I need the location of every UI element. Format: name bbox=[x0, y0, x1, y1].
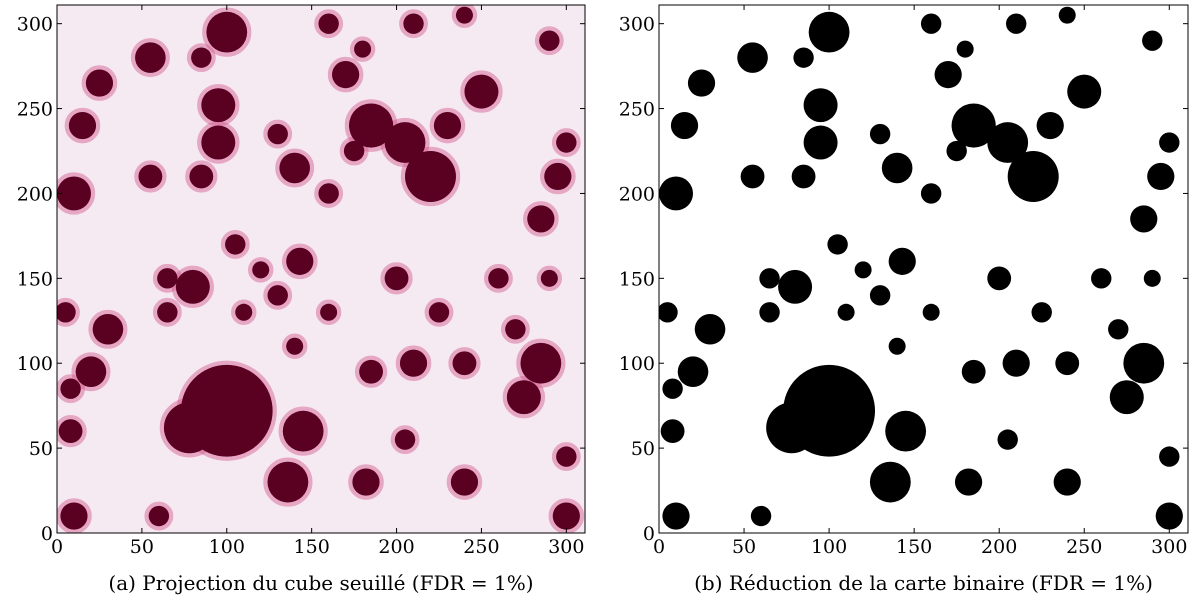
caption: (b) Réduction de la carte binaire (FDR =… bbox=[694, 571, 1153, 595]
y-tick-label: 150 bbox=[17, 268, 53, 290]
y-tick-label: 100 bbox=[17, 353, 53, 375]
y-tick-label: 250 bbox=[619, 99, 655, 121]
x-tick-label: 100 bbox=[209, 536, 245, 558]
x-tick-label: 100 bbox=[811, 536, 847, 558]
y-tick-label: 0 bbox=[643, 523, 655, 545]
y-tick-label: 150 bbox=[619, 268, 655, 290]
x-tick-label: 0 bbox=[51, 536, 63, 558]
x-tick-label: 200 bbox=[981, 536, 1017, 558]
x-tick-label: 150 bbox=[294, 536, 330, 558]
x-tick-label: 50 bbox=[130, 536, 154, 558]
x-tick-label: 150 bbox=[896, 536, 932, 558]
frame bbox=[56, 4, 586, 534]
image-background bbox=[659, 5, 1188, 533]
y-tick-label: 250 bbox=[17, 99, 53, 121]
x-tick-label: 0 bbox=[653, 536, 665, 558]
image bbox=[659, 5, 1188, 533]
y-tick-label: 0 bbox=[41, 523, 53, 545]
x-tick-label: 250 bbox=[1066, 536, 1102, 558]
caption: (a) Projection du cube seuillé (FDR = 1%… bbox=[108, 571, 533, 595]
x-tick-label: 250 bbox=[463, 536, 499, 558]
y-tick-label: 50 bbox=[29, 438, 53, 460]
x-tick-label: 200 bbox=[378, 536, 414, 558]
y-tick-label: 300 bbox=[17, 14, 53, 36]
x-tick-label: 300 bbox=[1151, 536, 1187, 558]
y-tick-label: 50 bbox=[631, 438, 655, 460]
x-tick-label: 300 bbox=[548, 536, 584, 558]
y-tick-label: 200 bbox=[619, 183, 655, 205]
image bbox=[57, 5, 585, 533]
y-tick-label: 100 bbox=[619, 353, 655, 375]
y-tick-label: 200 bbox=[17, 183, 53, 205]
frame bbox=[658, 4, 1189, 534]
x-tick-label: 50 bbox=[732, 536, 756, 558]
y-tick-label: 300 bbox=[619, 14, 655, 36]
